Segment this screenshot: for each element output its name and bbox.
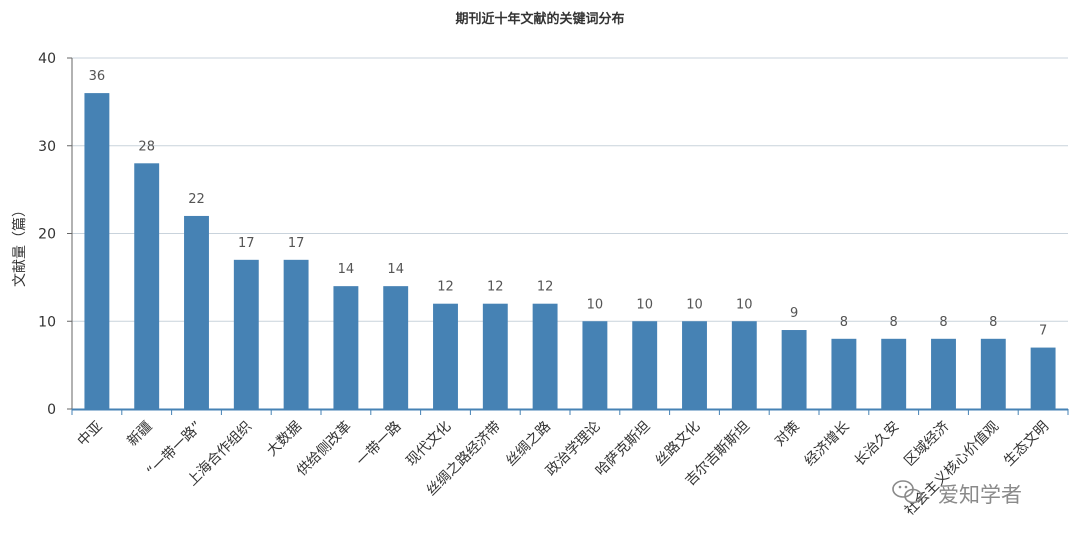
y-tick-labels: 0 10 20 30 40 [38,51,72,418]
x-tick-label: 长治久安 [852,419,903,470]
x-tick-labels: 中亚 新疆“一带一路”上海合作组织 大数据供给侧改革一带一路现代文化丝绸之路经济带丝… [71,409,1069,519]
data-label: 28 [138,139,155,154]
y-axis-label: 文献量（篇） [12,203,28,287]
bars [84,93,1056,409]
bar [931,338,956,409]
watermark: 爱知学者 [892,480,1022,507]
data-label: 8 [890,315,898,330]
data-label: 12 [437,280,454,295]
bar [980,338,1006,409]
x-tick-label: 哈萨克斯坦 [593,419,654,480]
x-tick-label: 供给侧改革 [294,419,355,480]
data-label: 12 [537,280,554,295]
data-labels: 36 28 22 17 17 14 14 12 12 12 10 10 10 10 9 8 8 8 8 7 [89,69,1048,338]
bar [333,286,359,409]
x-tick-label: 丝路文化 [652,419,703,470]
x-tick-label: 现代文化 [403,419,454,470]
bar [134,163,160,409]
bar [682,321,707,409]
data-label: 17 [238,236,255,251]
x-tick-label: 大数据 [264,419,305,460]
data-label: 14 [387,262,404,277]
data-label: 22 [188,192,205,207]
data-label: 8 [840,315,848,330]
bar [184,215,209,409]
data-label: 9 [790,306,798,321]
bar [1030,347,1056,409]
bar [781,330,807,409]
y-tick-label: 10 [38,314,56,330]
data-label: 14 [338,262,355,277]
y-tick-label: 40 [38,51,56,67]
x-tick-label: 区域经济 [901,419,952,470]
bar [84,93,110,409]
data-label: 36 [89,69,106,84]
data-label: 8 [939,315,947,330]
y-tick-label: 30 [38,139,56,155]
x-tick-label: 生态文明 [1001,419,1052,470]
bar [632,321,658,409]
data-label: 8 [989,315,997,330]
x-tick-label: 丝绸之路 [503,419,554,470]
x-tick-label: 对策 [771,418,803,450]
wechat-icon [892,480,922,504]
x-tick-label: 新疆 [124,419,155,450]
x-tick-label: 一带一路 [354,419,405,470]
watermark-text: 爱知学者 [938,483,1022,507]
data-label: 17 [288,236,305,251]
bar [731,321,757,409]
bar [582,321,608,409]
bar [831,338,857,409]
data-label: 7 [1039,324,1047,339]
bar [383,286,409,409]
bar [881,338,907,409]
bar [532,303,558,409]
bar [433,303,458,409]
x-tick-label: 中亚 [75,419,106,450]
bar [233,259,259,409]
data-label: 10 [636,297,653,312]
data-label: 12 [487,280,504,295]
data-label: 10 [587,297,604,312]
data-label: 10 [736,297,753,312]
bar [482,303,508,409]
data-label: 10 [686,297,703,312]
y-tick-label: 20 [38,227,56,243]
bar [283,259,309,409]
chart-title: 期刊近十年文献的关键词分布 [455,11,624,27]
x-tick-label: 经济增长 [802,419,853,470]
gridlines [72,57,1068,322]
y-tick-label: 0 [47,402,56,418]
